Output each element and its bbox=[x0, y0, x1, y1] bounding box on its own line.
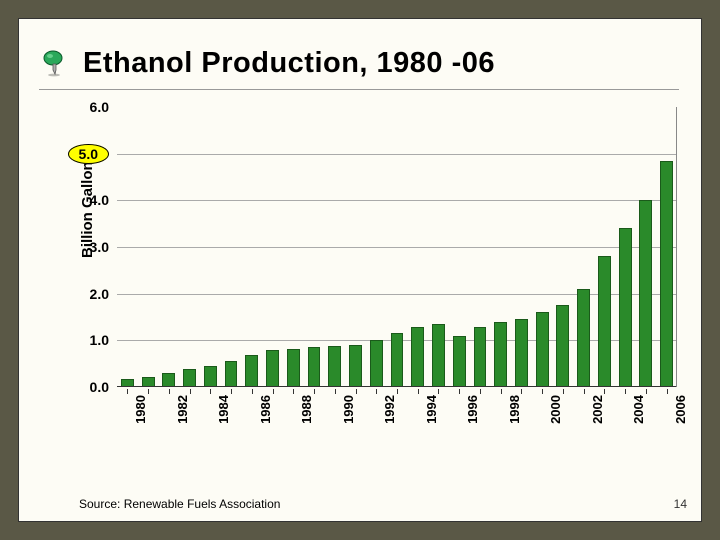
x-tick-label: 1998 bbox=[507, 395, 522, 424]
title-underline bbox=[39, 89, 679, 90]
bar bbox=[619, 228, 632, 387]
x-tick-mark bbox=[625, 389, 626, 394]
x-tick-mark bbox=[169, 389, 170, 394]
x-tick-label: 1980 bbox=[133, 395, 148, 424]
x-tick-mark bbox=[438, 389, 439, 394]
x-tick-label: 1984 bbox=[216, 395, 231, 424]
bar bbox=[660, 161, 673, 387]
x-tick-label: 1992 bbox=[382, 395, 397, 424]
bar bbox=[287, 349, 300, 387]
x-tick-label: 2006 bbox=[673, 395, 688, 424]
x-tick-mark bbox=[459, 389, 460, 394]
x-tick-mark bbox=[563, 389, 564, 394]
page-number: 14 bbox=[674, 497, 687, 511]
x-tick-mark bbox=[210, 389, 211, 394]
bar bbox=[391, 333, 404, 387]
x-tick-mark bbox=[273, 389, 274, 394]
x-tick-label: 1982 bbox=[175, 395, 190, 424]
x-tick-label: 2002 bbox=[590, 395, 605, 424]
x-tick-mark bbox=[667, 389, 668, 394]
bar bbox=[162, 373, 175, 387]
x-tick-mark bbox=[376, 389, 377, 394]
slide-panel: Ethanol Production, 1980 -06 Billion Gal… bbox=[18, 18, 702, 522]
y-tick-label: 5.0 bbox=[68, 146, 109, 162]
x-tick-label: 1988 bbox=[299, 395, 314, 424]
chart-area: Billion Gallons 0.01.02.03.04.05.06.0 19… bbox=[57, 107, 681, 467]
x-tick-mark bbox=[397, 389, 398, 394]
bar bbox=[639, 200, 652, 387]
x-tick-label: 1996 bbox=[465, 395, 480, 424]
x-axis-baseline bbox=[117, 386, 676, 387]
bar bbox=[432, 324, 445, 387]
y-tick-label: 3.0 bbox=[90, 239, 109, 255]
y-tick-label: 2.0 bbox=[90, 286, 109, 302]
bar bbox=[204, 366, 217, 387]
bar bbox=[225, 361, 238, 387]
x-tick-mark bbox=[521, 389, 522, 394]
source-text: Source: Renewable Fuels Association bbox=[79, 497, 280, 511]
title-row: Ethanol Production, 1980 -06 bbox=[39, 47, 683, 80]
bar bbox=[536, 312, 549, 387]
x-tick-mark bbox=[190, 389, 191, 394]
x-tick-label: 1990 bbox=[341, 395, 356, 424]
x-tick-label: 2004 bbox=[631, 395, 646, 424]
bar bbox=[411, 327, 424, 387]
x-tick-label: 1994 bbox=[424, 395, 439, 424]
x-tick-mark bbox=[314, 389, 315, 394]
bar bbox=[577, 289, 590, 387]
pushpin-icon bbox=[39, 48, 71, 80]
x-tick-mark bbox=[148, 389, 149, 394]
y-tick-label: 1.0 bbox=[90, 332, 109, 348]
y-tick-label: 0.0 bbox=[90, 379, 109, 395]
x-tick-mark bbox=[480, 389, 481, 394]
x-tick-mark bbox=[231, 389, 232, 394]
x-tick-mark bbox=[418, 389, 419, 394]
bar bbox=[183, 369, 196, 387]
y-tick-label: 4.0 bbox=[90, 192, 109, 208]
bar bbox=[598, 256, 611, 387]
x-tick-mark bbox=[604, 389, 605, 394]
x-tick-mark bbox=[584, 389, 585, 394]
bar bbox=[349, 345, 362, 387]
x-tick-mark bbox=[646, 389, 647, 394]
x-tick-mark bbox=[127, 389, 128, 394]
bar bbox=[494, 322, 507, 387]
y-tick-label: 6.0 bbox=[90, 99, 109, 115]
y-axis-ticks: 0.01.02.03.04.05.06.0 bbox=[81, 107, 115, 387]
bar bbox=[245, 355, 258, 387]
chart-title: Ethanol Production, 1980 -06 bbox=[83, 47, 495, 80]
x-tick-mark bbox=[542, 389, 543, 394]
x-axis-ticks: 1980 1982 1984 1986 1988 1990 1992 1994 1996 1998… bbox=[117, 389, 677, 459]
bar bbox=[370, 340, 383, 387]
x-tick-mark bbox=[501, 389, 502, 394]
x-tick-mark bbox=[252, 389, 253, 394]
x-tick-mark bbox=[335, 389, 336, 394]
bars-container bbox=[117, 107, 676, 387]
bar bbox=[556, 305, 569, 387]
x-tick-label: 1986 bbox=[258, 395, 273, 424]
bar bbox=[328, 346, 341, 387]
bar bbox=[474, 327, 487, 387]
x-tick-mark bbox=[356, 389, 357, 394]
bar bbox=[515, 319, 528, 387]
x-tick-mark bbox=[293, 389, 294, 394]
x-tick-label: 2000 bbox=[548, 395, 563, 424]
plot-area bbox=[117, 107, 677, 387]
bar bbox=[453, 336, 466, 387]
bar bbox=[308, 347, 321, 387]
bar bbox=[266, 350, 279, 387]
